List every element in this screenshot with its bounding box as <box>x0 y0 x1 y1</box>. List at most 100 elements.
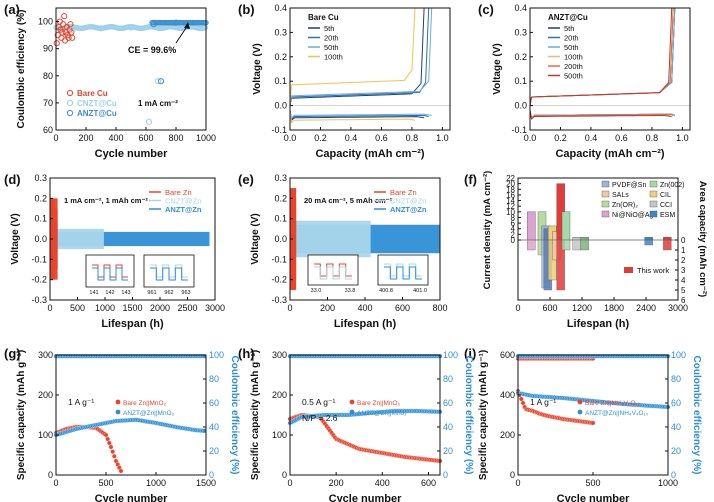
f-ylabel: Current density (mA cm⁻²) <box>482 171 493 290</box>
b-ytick-label: 0.3 <box>274 27 287 37</box>
e-band-1 <box>290 220 371 258</box>
f-xtick-label: 3000 <box>668 303 688 313</box>
h-ytick-label: 200 <box>272 390 287 400</box>
g-ytick-label: 100 <box>38 430 53 440</box>
f-ytick-label: 20 <box>506 180 515 189</box>
g-legend-marker <box>115 409 121 415</box>
f-y2tick-label: 2 <box>681 256 686 265</box>
a-xtick-label: 600 <box>138 133 153 143</box>
d-ytick-label: -0.3 <box>31 295 47 305</box>
panel-letter: (f) <box>464 172 477 187</box>
e-legend-label: ANZT@Zn <box>390 205 427 214</box>
c-legend-title: ANZT@Cu <box>548 13 588 22</box>
b-curve-stripping <box>289 7 425 106</box>
a-point-1 <box>97 25 105 32</box>
a-xtick-label: 0 <box>53 133 58 143</box>
h-legend-label: Bare Zn||MnO₂ <box>357 400 401 407</box>
f-xtick-label: 1200 <box>572 303 592 313</box>
f-xtick-label: 2400 <box>636 303 656 313</box>
a-xtick-label: 800 <box>168 133 183 143</box>
f-this-work-label: This work <box>637 266 669 275</box>
a-xtick-label: 400 <box>108 133 123 143</box>
h-condition2: N/P = 2.6 <box>302 413 338 423</box>
g-capacity-point-1 <box>201 428 207 434</box>
a-ytick-label: 90 <box>43 44 53 54</box>
h-legend-marker <box>349 409 355 415</box>
panel-letter: (h) <box>238 346 255 361</box>
f-y2tick-label: 1 <box>681 246 686 255</box>
c-frame <box>529 7 691 131</box>
i-ytick-label: 600 <box>500 350 515 360</box>
a-point-0 <box>67 21 74 28</box>
h-y2label: Coulombic efficiency (%) <box>463 356 474 475</box>
b-curve-deposition <box>289 110 429 120</box>
a-ytick-label: 80 <box>43 71 53 81</box>
a-ytick-label: 60 <box>43 125 53 135</box>
d-ytick-label: 0.1 <box>34 214 47 224</box>
f-y2tick-label: 3 <box>681 266 686 275</box>
e-ytick-label: 0.1 <box>274 214 287 224</box>
c-xtick-label: 0.0 <box>524 133 537 143</box>
g-ytick-label: 0 <box>48 470 53 480</box>
i-capacity-point-0 <box>590 420 596 426</box>
b-xtick-label: 0.6 <box>375 133 388 143</box>
f-legend-swatch <box>601 190 610 198</box>
g-frame <box>55 354 207 476</box>
b-xtick-label: 1.0 <box>436 133 449 143</box>
f-y2tick-label: 4 <box>681 276 686 285</box>
g-xtick-label: 1000 <box>146 478 166 488</box>
c-xtick-label: 0.6 <box>615 133 628 143</box>
a-xlabel: Cycle number <box>95 148 168 160</box>
e-inset-tick: 401.0 <box>413 288 427 294</box>
f-bar-capacity <box>556 239 565 291</box>
f-bar-current <box>580 236 589 241</box>
d-inset-tick: 963 <box>181 290 190 296</box>
b-xtick-label: 0.4 <box>345 133 358 143</box>
i-legend-marker <box>577 409 583 415</box>
c-ytick-label: 0.0 <box>514 101 527 111</box>
d-xtick-label: 500 <box>70 303 85 313</box>
i-condition: 1 A g⁻¹ <box>530 397 556 407</box>
b-curve-stripping <box>289 7 416 106</box>
d-xtick-label: 1500 <box>122 303 142 313</box>
h-legend-label: ANZT@Zn||Mno₂ <box>357 410 407 417</box>
e-condition: 20 mA cm⁻², 5 mAh cm⁻² <box>304 196 393 205</box>
g-y2tick-label: 100 <box>209 350 224 360</box>
c-curve-stripping <box>529 7 673 106</box>
f-y2tick-label: 0 <box>681 236 686 245</box>
f-legend-label: SALs <box>612 192 629 199</box>
i-y2label: Coulombic efficiency (%) <box>691 356 702 475</box>
b-ytick-label: 0.4 <box>274 3 287 13</box>
f-bar-capacity <box>561 239 571 251</box>
f-bar-current <box>663 236 672 241</box>
h-frame <box>289 354 441 476</box>
g-capacity-point-0 <box>108 444 114 450</box>
e-ytick-label: -0.1 <box>271 254 287 264</box>
b-ytick-label: 0.2 <box>274 52 287 62</box>
f-ytick-label: 8 <box>511 213 516 222</box>
a-legend-marker <box>66 89 74 97</box>
e-ytick-label: 0.0 <box>274 234 287 244</box>
i-xlabel: Cycle number <box>557 493 630 502</box>
c-legend-label: 100th <box>564 53 583 62</box>
h-y2tick-label: 40 <box>443 422 453 432</box>
c-xtick-label: 0.8 <box>646 133 659 143</box>
f-bar-current <box>644 236 653 241</box>
a-annotation-current: 1 mA cm⁻² <box>138 99 178 108</box>
a-frame <box>55 7 207 131</box>
panel-letter: (g) <box>4 346 21 361</box>
i-y2tick-label: 60 <box>671 398 681 408</box>
a-xtick-label: 1000 <box>196 133 216 143</box>
c-legend-label: 500th <box>564 72 583 81</box>
f-y2tick-label: 5 <box>681 286 686 295</box>
panel-letter: (c) <box>478 2 494 17</box>
e-legend-label: Bare Zn <box>390 188 417 197</box>
f-legend-swatch <box>649 210 658 218</box>
d-ytick-label: 0.3 <box>34 173 47 183</box>
f-ytick-label: 0 <box>511 236 516 245</box>
b-legend-label: 5th <box>324 24 334 33</box>
i-capacity-point-0 <box>518 396 524 402</box>
f-ytick-label: 10 <box>506 208 515 217</box>
a-point-0 <box>61 37 69 44</box>
